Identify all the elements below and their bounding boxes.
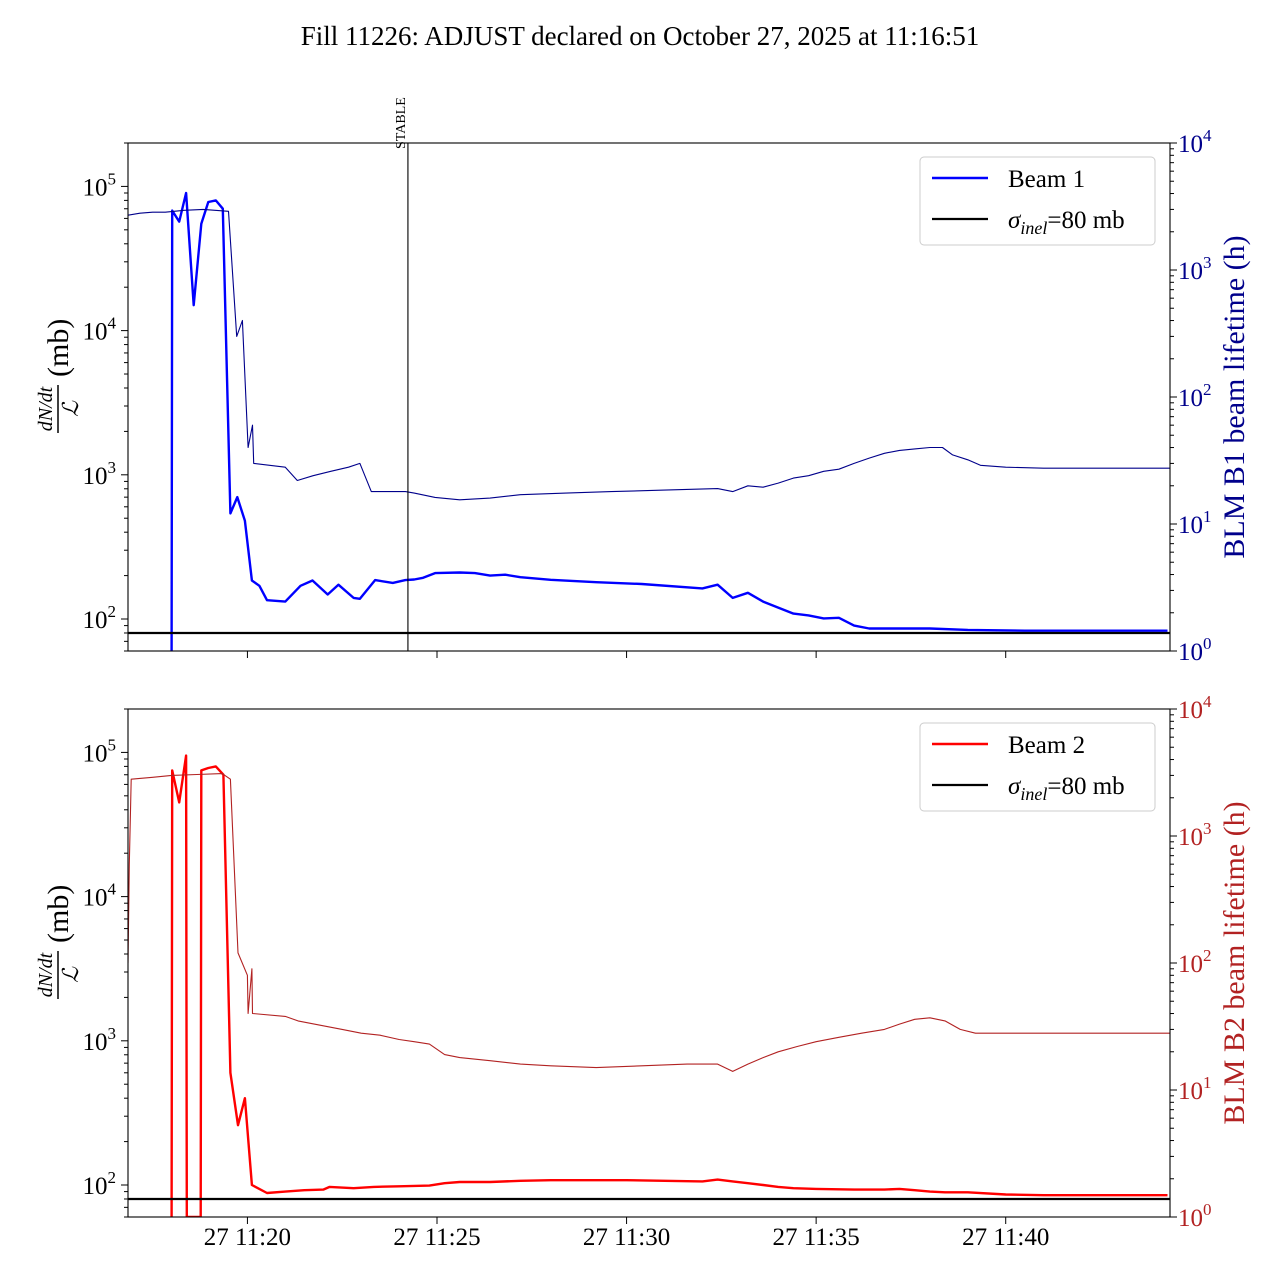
x-tick-label: 27 11:40 (962, 1224, 1049, 1251)
right-tick-label: 100 (1178, 1200, 1212, 1232)
right-tick-label: 100 (1178, 634, 1212, 666)
right-tick-label: 102 (1178, 380, 1212, 412)
stable-label: STABLE (394, 97, 409, 149)
x-axis-ticks (246, 1217, 1007, 1224)
right-axis-ticks (1170, 142, 1177, 652)
left-axis-ticks (121, 708, 128, 1218)
left-tick-label: 103 (83, 1024, 117, 1056)
beam1-series-line (170, 191, 1168, 651)
left-tick-label: 104 (83, 880, 117, 912)
x-axis-ticks (246, 651, 1007, 658)
left-tick-label: 102 (83, 1168, 117, 1200)
x-tick-label: 27 11:20 (204, 1224, 291, 1251)
right-tick-label: 104 (1178, 126, 1212, 158)
beam2-series-line (170, 754, 1168, 1217)
chart-title: Fill 11226: ADJUST declared on October 2… (301, 21, 979, 51)
bottom-panel: 102 103 104 105 100 101 102 103 104 27 11:20 27 11… (35, 692, 1251, 1251)
right-axis-label: BLM B1 beam lifetime (h) (1218, 235, 1251, 558)
x-tick-label: 27 11:35 (772, 1224, 859, 1251)
left-tick-label: 102 (83, 602, 117, 634)
legend-label-beam: Beam 2 (1008, 732, 1085, 759)
legend: Beam 1 σinel=80 mb (919, 156, 1156, 246)
lifetime-series-line-1 (128, 208, 1170, 501)
right-tick-label: 102 (1178, 946, 1212, 978)
right-tick-label: 101 (1178, 1073, 1212, 1105)
x-tick-label: 27 11:30 (583, 1224, 670, 1251)
legend-label-sigma: σinel=80 mb (1008, 207, 1125, 238)
left-tick-label: 104 (83, 314, 117, 346)
left-axis-label: dN/dt ℒ (mb) (35, 885, 83, 999)
right-axis-label: BLM B2 beam lifetime (h) (1218, 801, 1251, 1124)
right-tick-label: 103 (1178, 253, 1212, 285)
right-axis-ticks (1170, 708, 1177, 1218)
left-axis-label: dN/dt ℒ (mb) (35, 319, 83, 433)
x-tick-label: 27 11:25 (393, 1224, 480, 1251)
left-axis-label-unit: (mb) (42, 319, 75, 377)
left-axis-label-denominator: ℒ (58, 966, 83, 983)
plot-area (128, 754, 1170, 1217)
left-axis-label-denominator: ℒ (58, 400, 83, 417)
left-axis-label-numerator: dN/dt (35, 386, 57, 431)
right-tick-label: 104 (1178, 692, 1212, 724)
legend: Beam 2 σinel=80 mb (919, 722, 1156, 812)
lifetime-series-line-2 (128, 773, 1170, 1072)
right-tick-label: 101 (1178, 507, 1212, 539)
left-axis-label-numerator: dN/dt (35, 952, 57, 997)
top-panel: STABLE 102 103 104 105 100 101 102 103 104 dN/dt ℒ (… (35, 97, 1251, 666)
plot-area (128, 191, 1170, 651)
left-tick-label: 103 (83, 458, 117, 490)
left-tick-label: 105 (83, 169, 117, 201)
right-tick-label: 103 (1178, 819, 1212, 851)
legend-label-beam: Beam 1 (1008, 166, 1085, 193)
left-axis-ticks (121, 142, 128, 652)
left-tick-label: 105 (83, 735, 117, 767)
left-axis-label-unit: (mb) (42, 885, 75, 943)
legend-label-sigma: σinel=80 mb (1008, 773, 1125, 804)
